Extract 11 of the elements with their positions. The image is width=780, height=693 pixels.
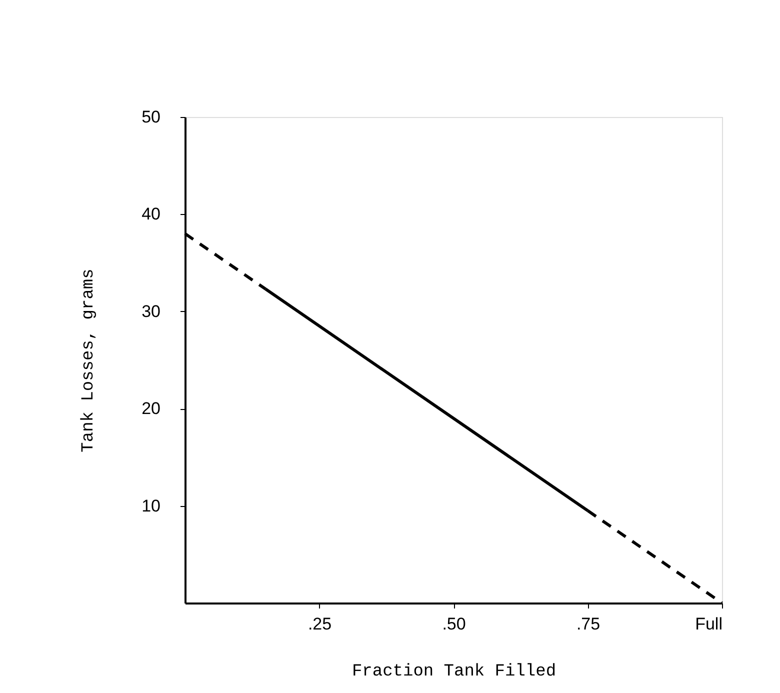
y-tick-label: 40 <box>142 204 160 224</box>
y-axis-title: Tank Losses, grams <box>80 268 99 452</box>
x-tick-label: .50 <box>442 614 466 634</box>
x-tick-label: Full <box>695 614 722 634</box>
x-axis-title: Fraction Tank Filled <box>352 662 556 682</box>
y-tick-label: 50 <box>142 108 160 126</box>
y-tick-label: 10 <box>142 496 160 516</box>
y-tick-label: 20 <box>142 399 160 418</box>
y-tick-label: 30 <box>142 302 160 321</box>
x-tick-label: .25 <box>308 614 332 634</box>
x-tick-label: .75 <box>576 614 600 634</box>
